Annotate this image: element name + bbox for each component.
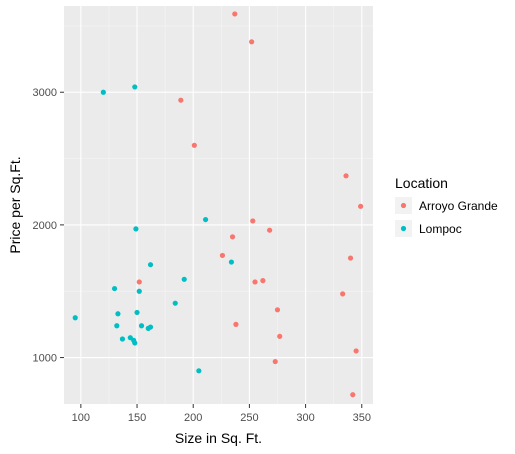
point-arroyo-grande bbox=[252, 279, 258, 285]
point-arroyo-grande bbox=[358, 203, 364, 209]
point-lompoc bbox=[119, 336, 126, 342]
legend-marker-lompoc bbox=[400, 225, 407, 232]
x-tick-label: 350 bbox=[353, 412, 371, 424]
point-arroyo-grande bbox=[350, 392, 356, 398]
legend: Location Arroyo Grande Lompoc bbox=[395, 175, 498, 237]
point-arroyo-grande bbox=[232, 11, 238, 17]
point-arroyo-grande bbox=[343, 173, 349, 179]
x-tick-label: 150 bbox=[128, 412, 146, 424]
point-lompoc bbox=[136, 288, 142, 294]
point-arroyo-grande bbox=[191, 142, 197, 148]
point-lompoc bbox=[133, 226, 139, 232]
point-arroyo-grande bbox=[347, 255, 354, 261]
point-arroyo-grande bbox=[233, 321, 239, 327]
point-arroyo-grande bbox=[249, 39, 255, 45]
point-lompoc bbox=[72, 315, 78, 321]
legend-marker-arroyo-grande bbox=[400, 202, 407, 209]
point-lompoc bbox=[147, 262, 154, 268]
point-arroyo-grande bbox=[229, 234, 236, 240]
x-axis-ticks: 100 150 200 250 300 350 bbox=[72, 404, 371, 424]
y-tick-label: 2000 bbox=[33, 220, 57, 232]
point-arroyo-grande bbox=[260, 278, 266, 284]
legend-label-lompoc: Lompoc bbox=[419, 222, 462, 236]
point-lompoc bbox=[202, 216, 209, 223]
legend-label-arroyo-grande: Arroyo Grande bbox=[419, 199, 498, 213]
point-lompoc bbox=[196, 368, 202, 374]
point-arroyo-grande bbox=[219, 252, 226, 259]
point-lompoc bbox=[132, 84, 138, 90]
point-arroyo-grande bbox=[353, 348, 359, 354]
point-lompoc bbox=[181, 276, 187, 282]
point-lompoc bbox=[228, 259, 235, 265]
point-arroyo-grande bbox=[178, 97, 184, 103]
point-arroyo-grande bbox=[267, 227, 273, 233]
point-arroyo-grande bbox=[250, 218, 256, 224]
point-lompoc bbox=[132, 340, 138, 346]
x-tick-label: 200 bbox=[184, 412, 202, 424]
x-tick-label: 100 bbox=[72, 412, 90, 424]
x-tick-label: 250 bbox=[240, 412, 258, 424]
point-arroyo-grande bbox=[274, 307, 281, 313]
y-tick-label: 1000 bbox=[33, 353, 57, 365]
minor-gridlines bbox=[64, 6, 373, 404]
point-arroyo-grande bbox=[277, 333, 283, 339]
y-axis-ticks: 1000 2000 3000 bbox=[33, 87, 64, 365]
point-arroyo-grande bbox=[272, 358, 278, 365]
data-points bbox=[72, 11, 364, 398]
point-lompoc bbox=[134, 309, 140, 316]
y-axis-title: Price per Sq.Ft. bbox=[7, 156, 23, 253]
point-lompoc bbox=[115, 311, 121, 317]
y-tick-label: 3000 bbox=[33, 87, 57, 99]
point-arroyo-grande bbox=[340, 291, 346, 297]
point-arroyo-grande bbox=[136, 279, 142, 285]
point-lompoc bbox=[138, 323, 145, 329]
x-axis-title: Size in Sq. Ft. bbox=[175, 430, 262, 446]
point-lompoc bbox=[172, 300, 178, 306]
x-tick-label: 300 bbox=[296, 412, 314, 424]
point-lompoc bbox=[100, 89, 106, 95]
point-lompoc bbox=[111, 285, 118, 292]
plot-panel bbox=[64, 6, 373, 404]
legend-title: Location bbox=[395, 175, 448, 191]
point-lompoc bbox=[147, 324, 154, 330]
point-lompoc bbox=[114, 323, 120, 329]
